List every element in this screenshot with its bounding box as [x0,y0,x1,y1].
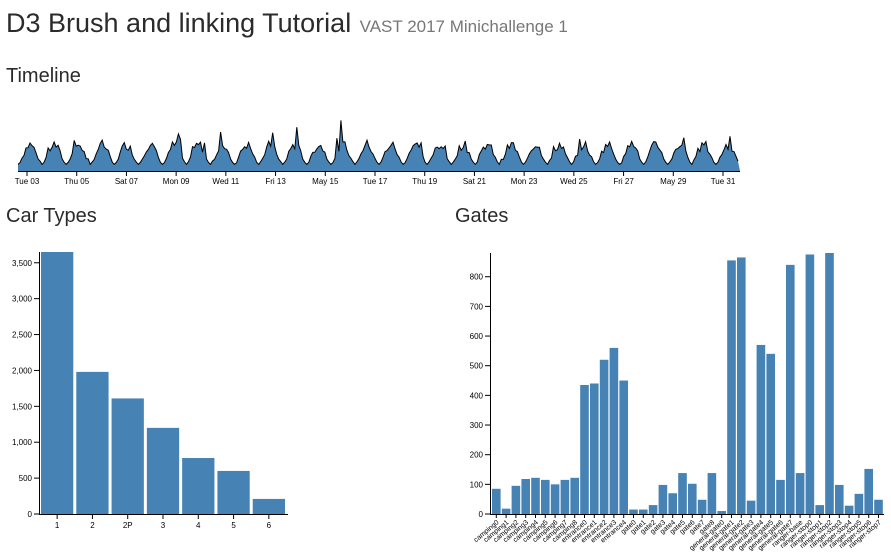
timeline-tick-label: Mon 23 [511,177,538,186]
gates-bar [668,493,677,514]
gates-bar [580,384,589,514]
car-types-y-tick-label: 1,500 [12,402,33,411]
gates-bar [874,499,883,514]
gates-bar [864,468,873,514]
car-types-x-tick-label: 2 [90,521,95,530]
gates-bar [746,500,756,514]
car-types-x-tick-label: 6 [267,521,272,530]
timeline-tick-label: Tue 03 [15,177,40,186]
timeline-tick-label: May 29 [660,177,687,186]
timeline-tick-label: Sat 21 [463,177,487,186]
timeline-chart: Tue 03 Thu 05 Sat 07 Mon 09 Wed 11 Fri 13 May … [15,120,740,186]
gates-bar [550,484,560,514]
timeline-tick-label: May 15 [312,177,339,186]
car-types-x-tick-label: 5 [231,521,236,530]
timeline-heading: Timeline [6,65,81,87]
gates-y-tick-label: 700 [470,302,484,311]
gates-bar [766,353,775,514]
gates-bar [697,499,707,514]
gates-bar [599,359,609,514]
gates-bar [639,509,648,514]
gates-bar [619,380,628,514]
car-types-bar [182,458,215,514]
car-types-y-tick-label: 2,500 [12,331,33,340]
gates-bar [756,344,766,514]
page-title-main: D3 Brush and linking Tutorial [6,8,352,38]
gates-y-tick-label: 800 [470,273,484,282]
car-types-x-tick-label: 2P [123,521,133,530]
timeline-tick-label: Tue 31 [711,177,736,186]
car-types-x-tick-label: 1 [55,521,60,530]
timeline-tick-label: Wed 11 [212,177,239,186]
gates-bar [786,264,795,514]
car-types-bar [41,252,74,514]
gates-bar [531,477,540,514]
gates-bar [629,509,638,514]
gates-chart: 0100200300400500600700800camping0camping… [470,253,884,552]
gates-bar [707,473,717,514]
car-types-x-tick-label: 4 [196,521,201,530]
car-types-y-tick-label: 500 [19,474,33,483]
timeline-line [17,120,739,166]
gates-bar [835,484,844,514]
car-types-y-tick-label: 2,000 [12,366,33,375]
gates-bar [648,505,658,514]
gates-bar [717,511,726,514]
gates-bar [727,260,736,514]
gates-bar [776,479,785,514]
gates-bar [678,473,687,514]
gates-bar [521,479,530,514]
timeline-tick-label: Fri 13 [265,177,286,186]
timeline-tick-label: Wed 25 [560,177,588,186]
page-title: D3 Brush and linking Tutorial VAST 2017 … [6,8,568,39]
car-types-bar [217,470,250,514]
gates-bar [737,257,746,514]
car-types-x-tick-label: 3 [161,521,166,530]
timeline-tick-label: Thu 05 [64,177,89,186]
gates-heading: Gates [455,205,509,227]
gates-bar [815,505,824,514]
car-types-y-tick-label: 0 [28,510,33,519]
car-types-y-tick-label: 3,000 [12,295,33,304]
gates-y-tick-label: 200 [470,451,484,460]
gates-bar [844,505,854,514]
gates-bar [541,479,550,514]
gates-y-tick-label: 500 [470,362,484,371]
car-types-heading: Car Types [6,205,97,227]
car-types-chart: 0 500 1,000 1,500 2,000 2,500 3,000 3,500 1 2 2P 3 4… [12,252,288,530]
timeline-tick-label: Sat 07 [115,177,139,186]
gates-bar [854,493,864,514]
gates-bar [560,479,570,514]
gates-bar [609,347,619,514]
timeline-tick-label: Mon 09 [163,177,190,186]
car-types-bar [146,427,180,514]
gates-bar [795,473,805,514]
gates-bar [825,253,834,514]
timeline-tick-label: Tue 17 [363,177,388,186]
car-types-bar [252,498,285,514]
page-subtitle: VAST 2017 Minichallenge 1 [359,17,568,36]
timeline-tick-label: Fri 27 [613,177,634,186]
car-types-bar [76,371,109,514]
car-types-bar [111,398,144,514]
timeline-area [18,120,740,171]
gates-bar [658,484,668,514]
gates-bar [590,383,599,514]
gates-bar [688,483,697,514]
gates-y-tick-label: 100 [470,480,484,489]
gates-y-tick-label: 300 [470,421,484,430]
gates-bar [501,508,511,514]
gates-bar [511,485,521,514]
car-types-y-tick-label: 3,500 [12,259,33,268]
gates-bar [805,254,815,514]
gates-y-tick-label: 0 [479,510,484,519]
gates-y-tick-label: 600 [470,332,484,341]
gates-bar [570,477,579,514]
car-types-y-tick-label: 1,000 [12,438,33,447]
timeline-tick-label: Thu 19 [412,177,437,186]
gates-bar [492,488,501,514]
gates-y-tick-label: 400 [470,391,484,400]
